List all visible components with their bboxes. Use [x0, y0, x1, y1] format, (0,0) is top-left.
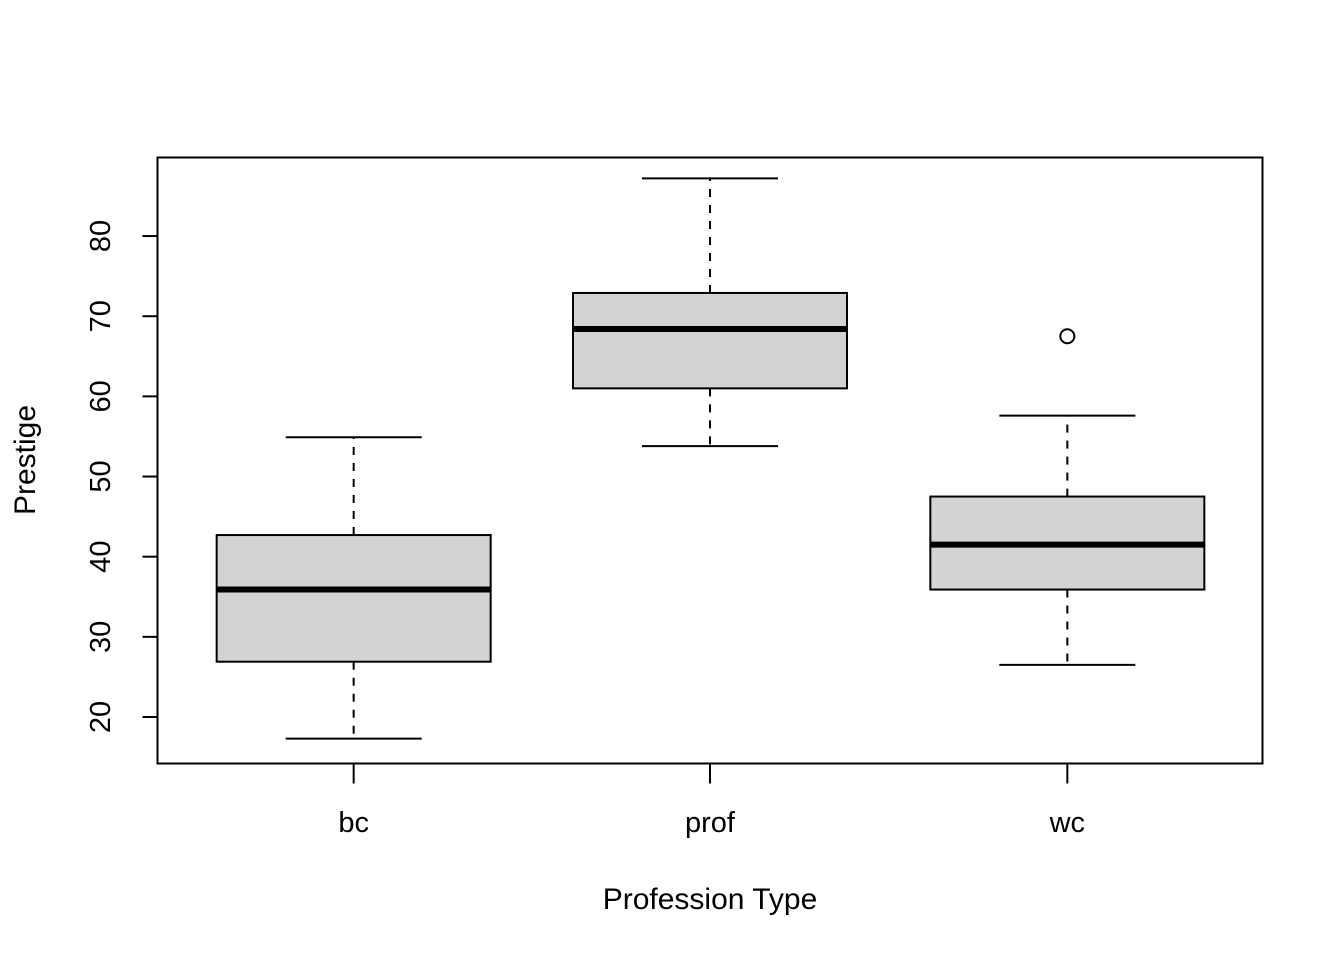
box-iqr: [215, 534, 492, 663]
y-tick-label: 40: [85, 541, 117, 573]
x-axis: bc prof wc: [338, 763, 1085, 839]
box-wc: [929, 328, 1206, 666]
y-axis-title: Prestige: [9, 405, 42, 515]
x-tick-label-wc: wc: [1049, 807, 1085, 839]
y-tick-label: 20: [85, 701, 117, 733]
y-axis: 20 30 40 50 60 70 80: [85, 220, 159, 733]
y-tick-label: 30: [85, 621, 117, 653]
box-bc: [215, 436, 492, 740]
boxes-group: [215, 177, 1206, 740]
outlier-point: [1059, 328, 1076, 345]
box-prof: [572, 177, 848, 448]
y-tick-label: 80: [85, 220, 117, 252]
plot-frame: [156, 156, 1264, 765]
y-tick-label: 50: [85, 460, 117, 492]
x-axis-title: Profession Type: [603, 883, 818, 916]
y-tick-label: 70: [85, 300, 117, 332]
x-tick-label-bc: bc: [338, 807, 369, 839]
y-tick-label: 60: [85, 380, 117, 412]
box-iqr: [572, 291, 848, 390]
x-tick-label-prof: prof: [685, 807, 736, 839]
